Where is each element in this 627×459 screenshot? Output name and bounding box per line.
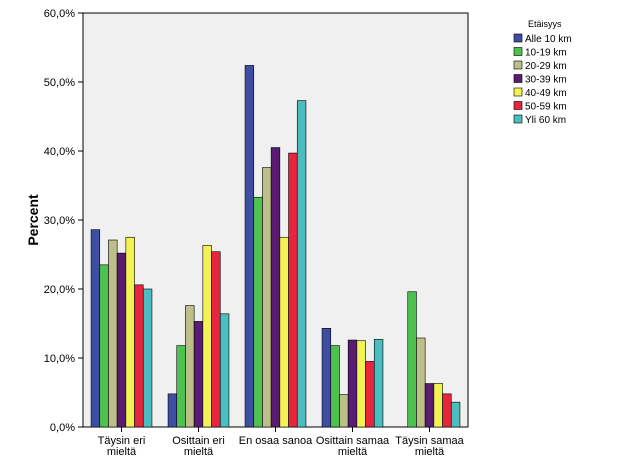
bar [442,393,452,428]
bar [99,264,109,428]
bar [339,394,349,428]
bar [253,196,263,428]
y-axis-label: Percent [25,194,41,246]
y-tick-label: 20,0% [44,284,75,296]
bar [211,251,221,428]
y-tick-label: 0,0% [50,422,75,434]
bar [142,288,153,428]
bar [116,252,127,428]
bar [167,393,178,428]
y-tick-label: 10,0% [44,353,75,365]
legend-label: Alle 10 km [525,34,572,45]
bar [416,337,426,428]
bar [202,245,212,428]
bar [185,305,195,428]
legend-swatch [513,47,523,56]
bar [365,361,375,428]
legend-label: 30-39 km [525,75,567,86]
bar [373,339,384,428]
x-tick-label: Täysin eri mieltä [98,435,146,458]
bar [134,284,144,428]
legend-label: Yli 60 km [525,115,566,126]
x-tick-label: Täysin samaa mieltä [395,435,464,458]
bar [176,345,186,428]
bar [108,239,118,428]
legend-swatch [513,74,523,83]
bar [450,401,461,428]
bar [219,313,230,428]
bar [433,383,443,428]
legend-swatch [513,33,523,43]
legend-swatch [513,114,523,124]
bar [279,236,289,428]
x-tick-label: Osittain samaa mieltä [316,435,390,458]
legend-label: 50-59 km [525,102,567,113]
x-axis-labels: Täysin eri mieltä Osittain eri mieltä En osa… [98,427,465,458]
legend-title: Etäisyys [528,19,562,29]
bar [330,345,340,428]
y-axis: 0,0% 10,0% 20,0% 30,0% 40,0% 50,0% 60,0% [44,8,83,434]
bar [193,321,204,428]
legend-label: 40-49 km [525,88,567,99]
bar [356,340,366,428]
bar [288,152,298,428]
y-tick-label: 30,0% [44,215,75,227]
bars [90,65,461,428]
legend-swatch [513,87,523,97]
bar [347,339,358,428]
legend-label: 10-19 km [525,48,567,59]
x-tick-label: En osaa sanoa [239,435,313,447]
y-tick-label: 50,0% [44,77,75,89]
legend: Etäisyys Alle 10 km 10-19 km 20-29 km 30-39… [513,19,572,126]
legend-swatch [513,60,523,70]
y-tick-label: 60,0% [44,8,75,20]
bar [407,291,417,428]
y-tick-label: 40,0% [44,146,75,158]
legend-swatch [513,101,523,110]
bar [125,236,135,428]
bar [424,383,435,428]
legend-label: 20-29 km [525,61,567,72]
bar [244,65,255,428]
bar [90,229,101,428]
bar [270,147,281,428]
bar [296,100,307,428]
bar [262,167,272,428]
bar [321,328,332,428]
x-tick-label: Osittain eri mieltä [172,435,225,458]
